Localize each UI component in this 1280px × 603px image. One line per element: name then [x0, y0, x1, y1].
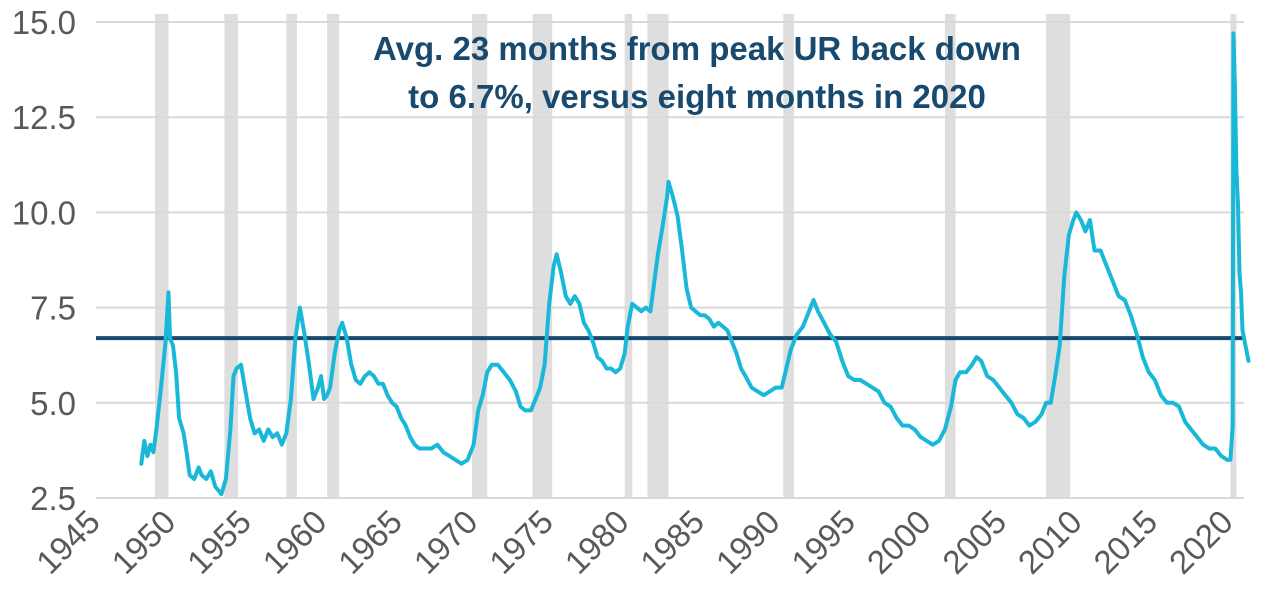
y-tick-label: 7.5 [30, 290, 76, 327]
x-tick-label: 1995 [784, 503, 862, 581]
x-tick-label: 1975 [482, 503, 560, 581]
y-tick-label: 2.5 [30, 480, 76, 517]
recession-band [286, 14, 297, 498]
x-tick-label: 2005 [935, 503, 1013, 581]
recession-band [944, 14, 956, 498]
annotation: Avg. 23 months from peak UR back down to… [373, 30, 1021, 115]
x-axis-tick-labels: 1945195019551960196519701975198019851990… [29, 503, 1240, 581]
x-tick-label: 1950 [104, 503, 182, 581]
recession-band [327, 14, 340, 498]
x-tick-label: 2015 [1086, 503, 1164, 581]
recession-band [154, 14, 169, 498]
x-tick-label: 1960 [255, 503, 333, 581]
x-tick-label: 1965 [331, 503, 409, 581]
recession-band [532, 14, 553, 498]
unemployment-rate-line [139, 31, 1251, 497]
y-tick-label: 15.0 [12, 4, 76, 41]
x-tick-label: 2020 [1162, 503, 1240, 581]
x-tick-label: 1955 [180, 503, 258, 581]
y-tick-label: 12.5 [12, 99, 76, 136]
x-tick-label: 1980 [558, 503, 636, 581]
x-tick-label: 1985 [633, 503, 711, 581]
recession-band [783, 14, 794, 498]
y-tick-label: 5.0 [30, 385, 76, 422]
x-tick-label: 1990 [709, 503, 787, 581]
recession-band [472, 14, 488, 498]
annotation-line-2: to 6.7%, versus eight months in 2020 [408, 78, 986, 115]
x-tick-label: 1970 [407, 503, 485, 581]
recession-band [624, 14, 633, 498]
y-axis-tick-labels: 2.5 5.0 7.5 10.0 12.5 15.0 [12, 4, 76, 517]
x-tick-label: 2000 [860, 503, 938, 581]
annotation-line-1: Avg. 23 months from peak UR back down [373, 30, 1021, 67]
x-tick-label: 2010 [1011, 503, 1089, 581]
y-tick-label: 10.0 [12, 194, 76, 231]
